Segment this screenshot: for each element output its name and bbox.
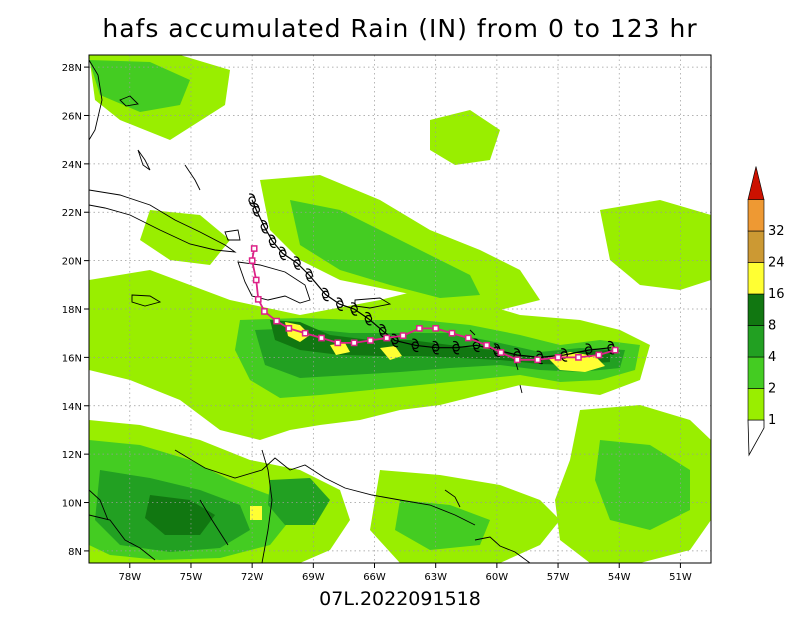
observed-track-marker (464, 334, 472, 342)
hurricane-symbol-icon (278, 246, 287, 261)
hurricane-symbol-icon (364, 311, 373, 326)
observed-track-marker (350, 339, 358, 347)
storm-id-label: 07L.2022091518 (0, 588, 800, 610)
observed-track-marker (399, 332, 407, 339)
hurricane-symbol-icon (350, 302, 358, 316)
lat-tick-label: 20N (62, 257, 82, 268)
colorbar-segment (747, 262, 765, 295)
axis-ticks: 78W 75W 72W 69W 66W 63W 60W 57W 54W 51W 8N 10N 12N 14… (62, 63, 692, 583)
observed-track-marker (250, 245, 258, 252)
map-gridlines (89, 55, 711, 563)
observed-track-marker (383, 334, 391, 342)
colorbar-tick-label: 16 (768, 287, 785, 302)
observed-track-marker (497, 349, 505, 356)
storm-tracks (248, 193, 619, 365)
lon-tick-label: 51W (669, 572, 692, 583)
colorbar-segment (747, 199, 765, 232)
hurricane-symbol-icon (248, 193, 256, 207)
colorbar-segment (747, 356, 765, 389)
colorbar-below-segment (747, 419, 765, 457)
observed-track-marker (595, 351, 603, 359)
lon-tick-label: 66W (363, 572, 386, 583)
colorbar-tick-label: 2 (768, 382, 776, 397)
lon-tick-label: 60W (486, 572, 509, 583)
lon-tick-label: 54W (608, 572, 631, 583)
lon-tick-label: 78W (118, 572, 141, 583)
plot-title: hafs accumulated Rain (IN) from 0 to 123… (102, 14, 698, 43)
lon-tick-label: 63W (424, 572, 447, 583)
observed-track-marker (248, 257, 256, 264)
lat-tick-label: 26N (62, 111, 82, 122)
observed-track-marker (513, 356, 521, 364)
hurricane-symbol-icon (452, 340, 460, 355)
colorbar-segment (747, 325, 765, 358)
colorbar-segment (747, 230, 765, 263)
lat-tick-label: 14N (62, 402, 82, 413)
observed-track-marker (273, 317, 280, 325)
lat-tick-label: 22N (62, 208, 82, 219)
lat-tick-label: 24N (62, 160, 82, 171)
hurricane-symbol-icon (431, 340, 440, 355)
colorbar-tick-label: 32 (768, 224, 785, 239)
observed-track-marker (301, 329, 309, 337)
observed-track-marker (367, 337, 374, 344)
observed-track-marker (318, 334, 325, 342)
lat-tick-label: 8N (68, 547, 82, 558)
rainfall-shading (89, 55, 711, 563)
observed-track-marker (534, 356, 542, 364)
observed-track-marker (575, 354, 582, 361)
hurricane-symbol-icon (321, 287, 330, 302)
observed-track-marker (432, 325, 440, 332)
lon-tick-label: 72W (241, 572, 264, 583)
observed-track-marker (483, 341, 491, 349)
lat-tick-label: 12N (62, 450, 82, 461)
observed-track-marker (254, 295, 262, 303)
colorbar-tick-label: 8 (768, 319, 776, 334)
observed-track-marker (334, 339, 342, 347)
lon-tick-label: 69W (302, 572, 325, 583)
lat-tick-label: 10N (62, 499, 82, 510)
colorbar-tick-label: 24 (768, 256, 785, 271)
footer-text: 07L.2022091518 (319, 588, 481, 610)
lat-tick-label: 16N (62, 353, 82, 364)
observed-track-marker (416, 325, 423, 332)
observed-track-marker (448, 329, 456, 337)
hurricane-symbol-icon (411, 338, 420, 353)
colorbar-top-triangle (747, 166, 765, 200)
colorbar-segment (747, 293, 765, 326)
coastlines (89, 59, 531, 563)
colorbar-segment (747, 388, 765, 421)
observed-track-marker (252, 276, 260, 284)
lon-tick-label: 75W (180, 572, 203, 583)
hurricane-symbol-icon (268, 234, 277, 249)
lon-tick-label: 57W (547, 572, 570, 583)
observed-track-marker (285, 325, 293, 332)
hurricane-symbol-icon (260, 219, 269, 234)
observed-track-marker (554, 354, 562, 361)
lat-tick-label: 18N (62, 305, 82, 316)
colorbar-tick-label: 1 (768, 413, 776, 428)
colorbar-tick-label: 4 (768, 350, 776, 365)
hurricane-symbol-icon (336, 297, 344, 311)
hurricane-symbol-icon (305, 268, 314, 282)
observed-track-marker (261, 308, 268, 315)
forecast-track-line (251, 199, 612, 359)
hurricane-symbol-icon (252, 203, 261, 217)
lat-tick-label: 28N (62, 63, 82, 74)
observed-track-marker (611, 346, 619, 354)
hurricane-symbol-icon (293, 256, 301, 270)
